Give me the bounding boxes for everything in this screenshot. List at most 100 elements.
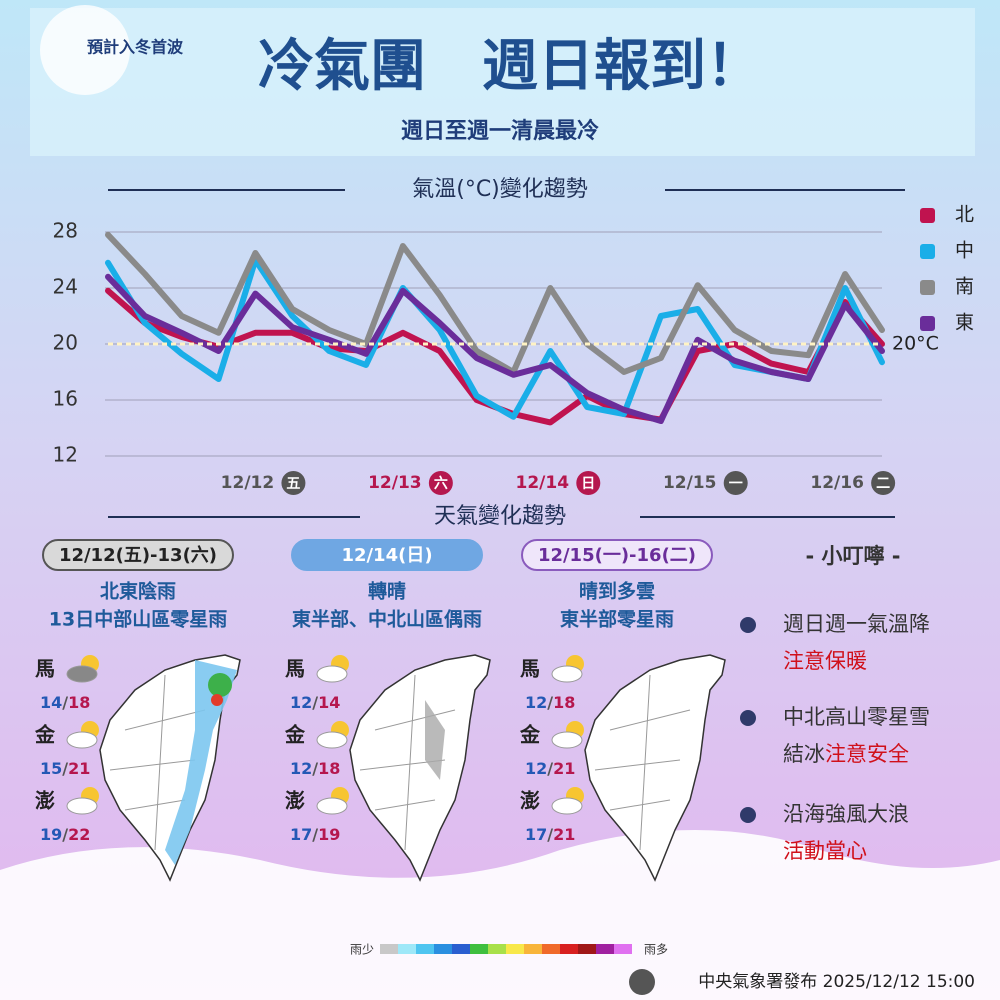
tip-bullet bbox=[740, 807, 756, 823]
weekday-badge bbox=[428, 471, 453, 495]
station-name: 澎 bbox=[520, 789, 540, 813]
weather-icon-cloud bbox=[316, 731, 348, 749]
rain-scale-swatch bbox=[524, 944, 542, 954]
rain-scale-swatch bbox=[542, 944, 560, 954]
temperature: 17/21 bbox=[525, 825, 575, 844]
temp-part: / bbox=[62, 759, 68, 778]
weekday-badge bbox=[871, 471, 896, 495]
rain-scale-swatch bbox=[578, 944, 596, 954]
reference-label: 20°C bbox=[892, 333, 939, 355]
station-name: 金 bbox=[34, 723, 56, 747]
tip-segment: 中北高山零星雪 bbox=[783, 705, 930, 729]
weekday-badge bbox=[576, 471, 601, 495]
temp-part: / bbox=[62, 825, 68, 844]
temp-part: 19 bbox=[40, 825, 62, 844]
station-name: 澎 bbox=[285, 789, 305, 813]
temp-part: 22 bbox=[68, 825, 90, 844]
temperature: 17/19 bbox=[290, 825, 340, 844]
rain-scale-swatch bbox=[560, 944, 578, 954]
station-name: 金 bbox=[284, 723, 306, 747]
weather-icon-cloud bbox=[551, 731, 583, 749]
weekday-label: 日 bbox=[581, 476, 595, 492]
rain-scale-swatch bbox=[452, 944, 470, 954]
weather-icon-cloud bbox=[316, 665, 348, 683]
temp-part: 15 bbox=[40, 759, 62, 778]
logo bbox=[629, 969, 655, 995]
temp-part: / bbox=[312, 825, 318, 844]
rain-scale-swatch bbox=[380, 944, 398, 954]
tip-segment: 注意保暖 bbox=[783, 649, 867, 673]
tip-text: 活動當心 bbox=[783, 839, 867, 863]
rain-scale-swatch bbox=[470, 944, 488, 954]
temp-part: / bbox=[312, 759, 318, 778]
rain-scale-swatch bbox=[416, 944, 434, 954]
period-label: 12/12(五)-13(六) bbox=[59, 544, 217, 566]
temp-part: 21 bbox=[553, 825, 575, 844]
map bbox=[349, 654, 491, 882]
temp-part: 12 bbox=[290, 759, 312, 778]
temp-part: 21 bbox=[68, 759, 90, 778]
rain-area bbox=[425, 700, 445, 780]
badge: 預計入冬首波 bbox=[87, 38, 184, 57]
tip-segment: 沿海強風大浪 bbox=[783, 802, 909, 826]
weather-icon-cloud bbox=[66, 731, 98, 749]
weekday-label: 一 bbox=[729, 476, 743, 492]
weather-icon-cloud bbox=[316, 797, 348, 815]
legend-label: 東 bbox=[955, 312, 974, 334]
forecast-text: 北東陰雨 bbox=[100, 580, 176, 603]
weekday-badge bbox=[281, 471, 306, 495]
y-tick-label: 24 bbox=[53, 275, 78, 299]
tip-segment: 週日週一氣溫降 bbox=[783, 612, 930, 636]
temp-part: 14 bbox=[40, 693, 62, 712]
forecast-text: 東半部零星雨 bbox=[560, 608, 674, 631]
rain-area bbox=[165, 660, 237, 865]
county-lines bbox=[359, 674, 456, 851]
weekday-label: 二 bbox=[876, 476, 890, 492]
series-line bbox=[105, 273, 885, 424]
moon bbox=[40, 5, 130, 95]
forecast-text: 13日中部山區零星雨 bbox=[49, 608, 227, 631]
station-name: 馬 bbox=[35, 657, 55, 681]
y-tick-label: 16 bbox=[53, 387, 78, 411]
rain-scale-swatch bbox=[434, 944, 452, 954]
period-pill bbox=[291, 539, 483, 571]
weather-icon-cloud bbox=[66, 665, 98, 683]
temperature: 19/22 bbox=[40, 825, 90, 844]
x-tick-label: 12/13 bbox=[368, 473, 422, 493]
legend-swatch bbox=[920, 316, 935, 331]
temp-part: / bbox=[312, 693, 318, 712]
island bbox=[349, 654, 491, 882]
tip-text: 結冰注意安全 bbox=[783, 742, 909, 766]
weather-icon-cloud bbox=[66, 797, 98, 815]
county-lines bbox=[594, 674, 691, 851]
temp-part: 14 bbox=[318, 693, 340, 712]
snow bbox=[0, 830, 1000, 1000]
x-tick-label: 12/14 bbox=[516, 473, 570, 493]
temp-part: 12 bbox=[290, 693, 312, 712]
rain-scale-swatch bbox=[398, 944, 416, 954]
legend-label: 北 bbox=[955, 204, 974, 226]
station-name: 金 bbox=[519, 723, 541, 747]
tip-text: 中北高山零星雪 bbox=[783, 705, 930, 729]
tips-title: - 小叮嚀 - bbox=[805, 544, 900, 568]
period-pill bbox=[521, 539, 713, 571]
weekday-badge bbox=[723, 471, 748, 495]
temp-part: 17 bbox=[525, 825, 547, 844]
series-line bbox=[105, 231, 885, 375]
temperature: 12/14 bbox=[290, 693, 340, 712]
subtitle: 週日至週一清晨最冷 bbox=[401, 118, 599, 144]
rain-scale-swatch bbox=[596, 944, 614, 954]
rain-scale-low: 雨少 bbox=[350, 943, 374, 957]
title-panel bbox=[30, 8, 975, 156]
period-pill bbox=[42, 539, 234, 571]
rain-scale-swatch bbox=[614, 944, 632, 954]
map bbox=[99, 654, 241, 882]
rain-scale-swatch bbox=[488, 944, 506, 954]
y-tick-label: 20 bbox=[53, 331, 78, 355]
weekday-label: 六 bbox=[434, 475, 448, 492]
station-name: 澎 bbox=[35, 789, 55, 813]
tip-bullet bbox=[740, 710, 756, 726]
legend-swatch bbox=[920, 244, 935, 259]
